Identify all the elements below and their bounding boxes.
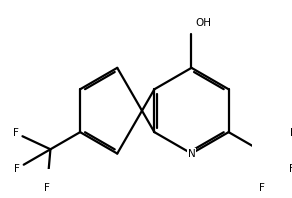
Text: F: F xyxy=(290,128,292,138)
Text: F: F xyxy=(289,164,292,174)
Text: F: F xyxy=(259,183,265,193)
Text: F: F xyxy=(13,128,18,138)
Text: N: N xyxy=(188,148,195,159)
Text: F: F xyxy=(44,183,50,193)
Text: F: F xyxy=(14,164,20,174)
Text: OH: OH xyxy=(195,18,211,28)
